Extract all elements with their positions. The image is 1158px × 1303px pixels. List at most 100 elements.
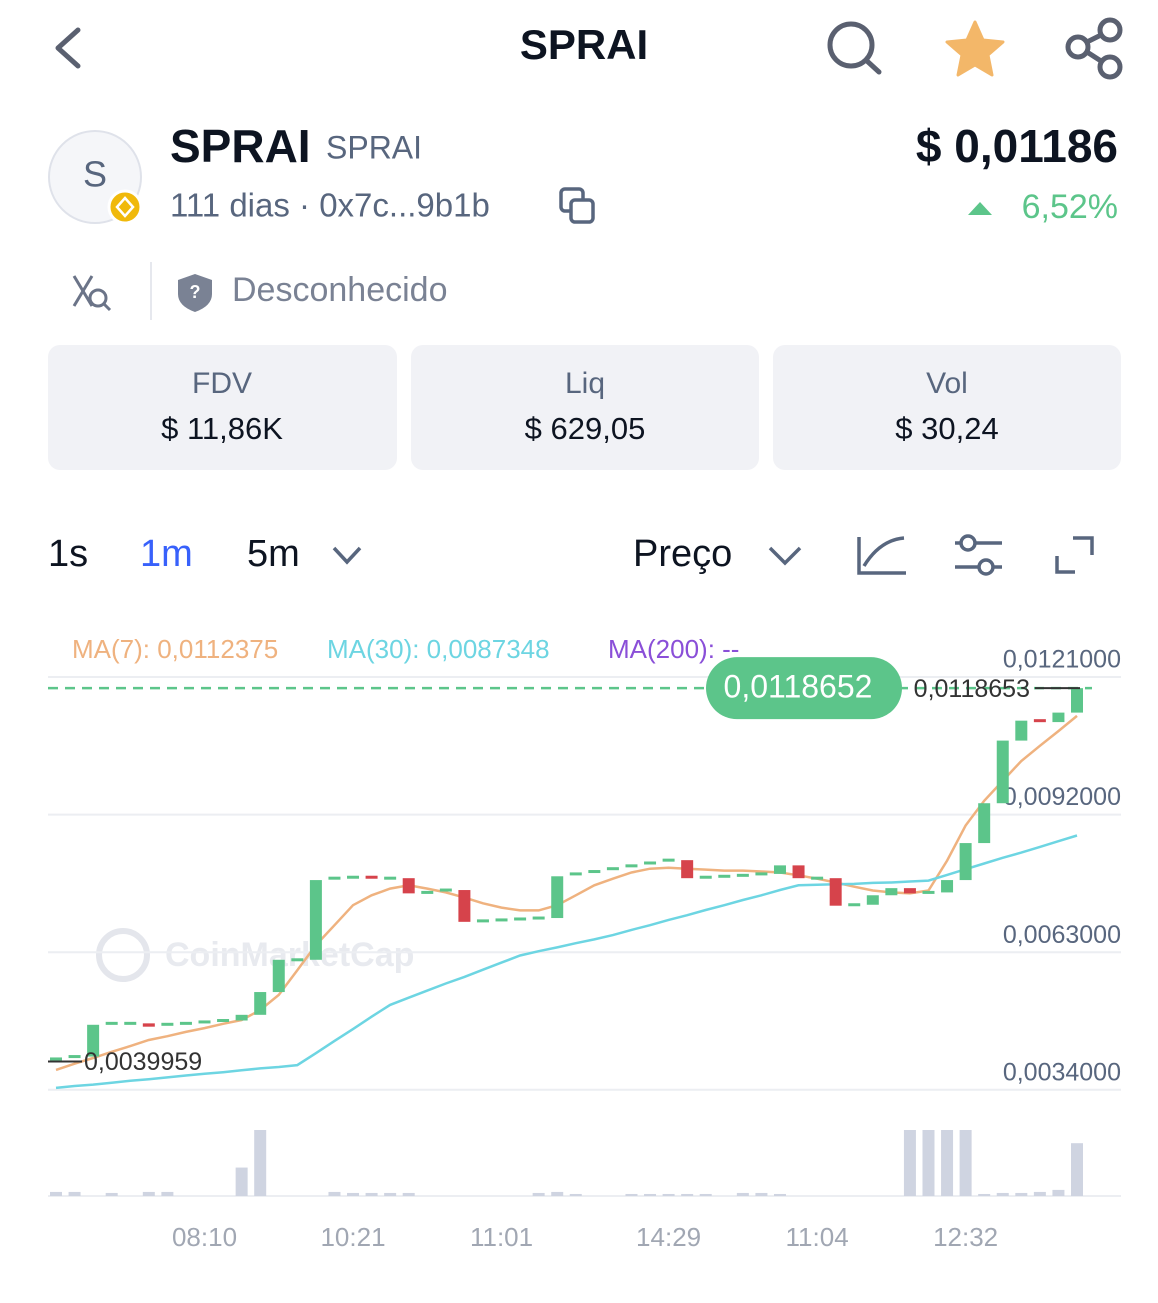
- shield-mark: ?: [190, 282, 201, 302]
- candle: [532, 916, 545, 920]
- y-tick-label: 0,0034000: [1003, 1058, 1121, 1086]
- audit-icon[interactable]: [72, 275, 112, 312]
- candle: [254, 992, 267, 1015]
- watermark: CoinMarketCap: [165, 936, 414, 974]
- candle: [662, 858, 675, 862]
- volume-bar: [235, 1167, 248, 1196]
- volume-bar: [254, 1130, 267, 1196]
- candle: [365, 875, 378, 879]
- price-chart: CoinMarketCap 0,0121000 0,0092000 0,0063000…: [48, 634, 1121, 1252]
- volume-bar: [1033, 1191, 1046, 1196]
- volume-bar: [384, 1192, 397, 1196]
- candle: [885, 888, 898, 896]
- x-tick-label: 11:04: [786, 1222, 849, 1252]
- stat-card: [773, 345, 1121, 470]
- search-button[interactable]: [827, 21, 882, 75]
- stat-label: Vol: [926, 367, 968, 400]
- candle: [514, 917, 527, 921]
- volume-bar: [773, 1193, 786, 1196]
- stat-value: $ 629,05: [525, 411, 646, 446]
- candle: [1015, 720, 1028, 741]
- candle: [272, 959, 285, 993]
- candle: [50, 1057, 62, 1061]
- y-tick-label: 0,0121000: [1003, 646, 1121, 674]
- candle: [569, 872, 582, 876]
- x-tick-label: 11:01: [470, 1222, 533, 1252]
- stat-value: $ 11,86K: [161, 411, 283, 446]
- mode-dropdown[interactable]: [768, 546, 802, 566]
- y-tick-label: 0,0063000: [1003, 921, 1121, 949]
- candle: [402, 878, 415, 894]
- token-meta: 111 dias · 0x7c...9b1b: [170, 187, 490, 224]
- chain-badge: [107, 189, 143, 225]
- stat-label: Liq: [565, 367, 605, 400]
- y-tick-label: 0,0092000: [1003, 783, 1121, 811]
- candle: [309, 880, 322, 960]
- x-tick-label: 14:29: [636, 1222, 701, 1252]
- candle: [179, 1021, 192, 1025]
- x-tick-label: 08:10: [172, 1222, 237, 1252]
- candle: [384, 876, 397, 880]
- volume-bar: [365, 1192, 378, 1196]
- volume-bar: [978, 1193, 991, 1196]
- volume-bar: [347, 1192, 360, 1196]
- price-change: 6,52%: [1022, 188, 1118, 226]
- candle: [941, 880, 954, 893]
- chart-mode[interactable]: Preço: [633, 533, 732, 575]
- volume-bar: [402, 1192, 415, 1196]
- stat-card: [48, 345, 397, 470]
- volume-bar: [50, 1191, 62, 1196]
- candle: [161, 1022, 174, 1026]
- volume-bar: [328, 1191, 341, 1196]
- candle: [291, 958, 304, 962]
- token-symbol: SPRAI: [326, 129, 422, 165]
- candle: [922, 890, 935, 894]
- favorite-star[interactable]: [945, 20, 1005, 77]
- stat-value: $ 30,24: [895, 411, 998, 446]
- candle: [142, 1023, 155, 1027]
- volume-bar: [625, 1193, 638, 1196]
- candle: [829, 878, 842, 906]
- indicator-button[interactable]: [857, 536, 906, 575]
- candle: [421, 890, 434, 894]
- candle: [551, 876, 564, 919]
- timeframe-tab[interactable]: 5m: [247, 533, 300, 575]
- fullscreen-button[interactable]: [1055, 536, 1094, 574]
- candle: [866, 895, 879, 905]
- candle: [773, 865, 786, 874]
- volume-bar: [996, 1192, 1009, 1196]
- page-title: SPRAI: [520, 21, 648, 68]
- price-pill-label: 0,0118652: [724, 669, 873, 705]
- candle: [978, 803, 991, 844]
- candle: [903, 888, 916, 894]
- share-button[interactable]: [1065, 17, 1123, 80]
- candle: [87, 1024, 100, 1057]
- volume-bar: [1052, 1189, 1065, 1196]
- candle: [718, 874, 731, 878]
- settings-button[interactable]: [955, 534, 1002, 576]
- candle: [811, 876, 824, 880]
- volume-bar: [755, 1192, 768, 1196]
- security-status[interactable]: Desconhecido: [232, 271, 447, 309]
- volume-bar: [941, 1130, 954, 1196]
- candle: [644, 861, 657, 865]
- candle: [996, 740, 1009, 804]
- copy-button[interactable]: [559, 187, 595, 224]
- x-tick-label: 12:32: [933, 1222, 998, 1252]
- back-button[interactable]: [55, 27, 81, 69]
- legend-entry: MA(30): 0,0087348: [327, 634, 550, 664]
- volume-bar: [1071, 1143, 1083, 1196]
- timeframe-tab[interactable]: 1m: [140, 533, 193, 575]
- volume-bar: [644, 1193, 657, 1196]
- timeframe-dropdown[interactable]: [332, 546, 362, 565]
- volume-bar: [161, 1191, 174, 1196]
- ma-line: [55, 834, 1078, 1090]
- volume-bar: [68, 1191, 81, 1196]
- candle: [755, 872, 768, 876]
- timeframe-tab[interactable]: 1s: [48, 533, 88, 575]
- candle: [217, 1019, 230, 1023]
- candle: [1052, 712, 1065, 723]
- volume-bar: [142, 1191, 155, 1196]
- shield-icon: [178, 274, 212, 312]
